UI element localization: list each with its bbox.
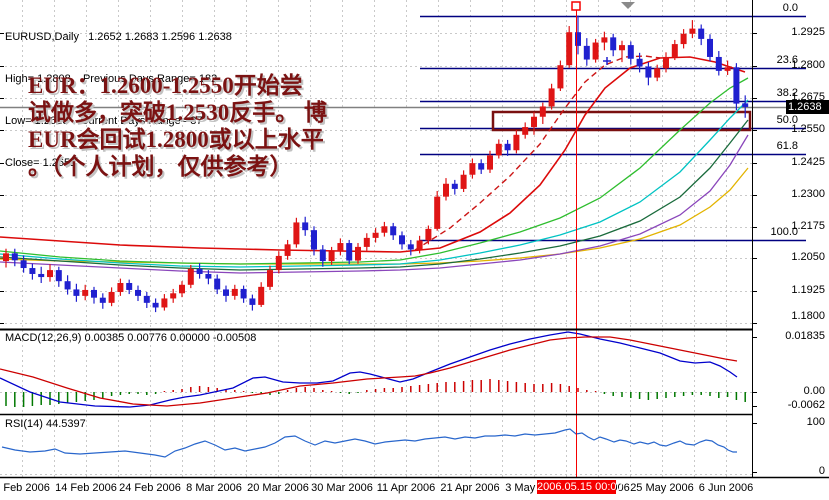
trade-plan-annotation[interactable]: EUR：1.2600-1.2550开始尝 试做多，突破1.2530反手。 博 E… xyxy=(28,72,327,180)
rsi-axis-label: 100 xyxy=(806,416,825,428)
price-axis-label: 1.2550 xyxy=(791,123,825,135)
price-axis-label: 1.2925 xyxy=(791,26,825,38)
annotation-line-4: 。（个人计划，仅供参考） xyxy=(28,154,293,179)
price-axis-label: 1.1800 xyxy=(791,310,825,322)
price-axis-label: 1.2800 xyxy=(791,59,825,71)
fib-level-label: 23.6 xyxy=(776,54,798,66)
annotation-line-1: EUR：1.2600-1.2550开始尝 xyxy=(28,73,303,98)
date-axis-label: 8 Mar 2006 xyxy=(186,482,242,494)
macd-indicator-label: MACD(12,26,9) 0.00385 0.00776 0.00000 -0… xyxy=(5,332,257,344)
fib-level-label: 50.0 xyxy=(776,114,798,126)
fib-level-label: 100.0 xyxy=(770,226,798,238)
date-axis-label: 21 Apr 2006 xyxy=(440,482,500,494)
rsi-axis-label: 0 xyxy=(818,465,825,477)
macd-axis-label: 0.00 xyxy=(803,385,825,397)
date-axis-label: 24 Feb 2006 xyxy=(119,482,181,494)
price-axis-label: 1.2425 xyxy=(791,156,825,168)
crosshair-date-badge: 2006.05.15 00:00 xyxy=(537,480,623,494)
date-axis-label: 25 May 2006 xyxy=(630,482,694,494)
fib-level-label: 38.2 xyxy=(776,87,798,99)
fib-level-label: 61.8 xyxy=(776,140,798,152)
annotation-line-3: EUR会回试1.2800或以上水平 xyxy=(28,127,324,152)
low-range-line: Low= 1.2626 Current Days Range= 87 xyxy=(5,115,203,127)
date-axis-label: 11 Apr 2006 xyxy=(376,482,436,494)
date-axis-label: 2 Feb 2006 xyxy=(0,482,50,494)
fib-level-label: 0.0 xyxy=(782,2,798,14)
price-axis-label: 1.2300 xyxy=(791,188,825,200)
date-axis-label: 6 Jun 2006 xyxy=(698,482,754,494)
annotation-line-2: 试做多，突破1.2530反手。 博 xyxy=(28,100,327,125)
price-axis-label: 1.1925 xyxy=(791,284,825,296)
macd-axis-label: -0.0062 xyxy=(787,399,825,411)
date-axis-label: 14 Feb 2006 xyxy=(55,482,117,494)
date-axis-label: 20 Mar 2006 xyxy=(247,482,309,494)
ohlc-header: EURUSD,Daily 1.2652 1.2683 1.2596 1.2638… xyxy=(5,2,232,198)
close-line: Close= 1.2651 xyxy=(5,157,77,169)
symbol-ohlc-line: EURUSD,Daily 1.2652 1.2683 1.2596 1.2638 xyxy=(5,31,232,43)
price-axis-label: 1.2050 xyxy=(791,251,825,263)
rsi-indicator-label: RSI(14) 44.5397 xyxy=(5,418,86,430)
date-axis-label: 30 Mar 2006 xyxy=(311,482,373,494)
high-range-line: High= 1.2808 Previous Days Range= 182 xyxy=(5,73,218,85)
current-price-badge: 1.2638 xyxy=(786,100,829,114)
price-axis-label: 1.2175 xyxy=(791,220,825,232)
macd-axis-label: 0.01835 xyxy=(785,330,825,342)
